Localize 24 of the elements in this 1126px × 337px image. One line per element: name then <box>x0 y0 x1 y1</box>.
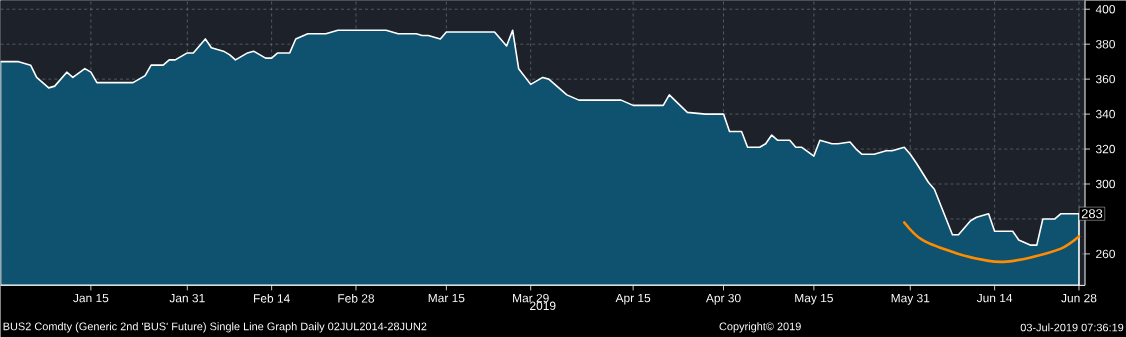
x-tick-label: May 31 <box>891 293 930 305</box>
y-tick-label: 320 <box>1095 144 1115 154</box>
y-tick-label: 260 <box>1096 249 1115 258</box>
x-tick-label: Mar 15 <box>428 293 465 303</box>
x-tick-label: Feb 14 <box>254 293 290 303</box>
y-tick-label: 380 <box>1095 39 1115 49</box>
line-series <box>902 220 1081 263</box>
x-tick-label: Jan 15 <box>73 293 109 303</box>
x-tick-label: Feb 28 <box>338 293 375 303</box>
y-tick-label: 400 <box>1095 4 1115 14</box>
x-tick-label: Jun 28 <box>1061 293 1097 303</box>
text: BUS2 Comdty (Generic 2nd 'BUS' Future) Single Line Graph Daily 02JUL2014-28JUN2 <box>3 322 427 333</box>
y-tick-label: 300 <box>1095 179 1115 189</box>
x-tick-label: Apr 15 <box>615 293 651 305</box>
x-axis-title: 2019 <box>530 301 556 310</box>
x-tick-label: Jun 14 <box>976 293 1013 303</box>
y-tick-label: 360 <box>1095 74 1115 84</box>
x-tick-label: Apr 30 <box>705 293 741 305</box>
x-tick-label: May 15 <box>795 293 833 305</box>
text: 03-Jul-2019 07:36:19 <box>1020 323 1124 332</box>
annotation: 283 <box>1081 208 1103 219</box>
x-tick-label: Jan 31 <box>169 293 205 303</box>
y-tick-label: 340 <box>1095 109 1115 119</box>
text: Copyright© 2019 <box>719 322 801 333</box>
